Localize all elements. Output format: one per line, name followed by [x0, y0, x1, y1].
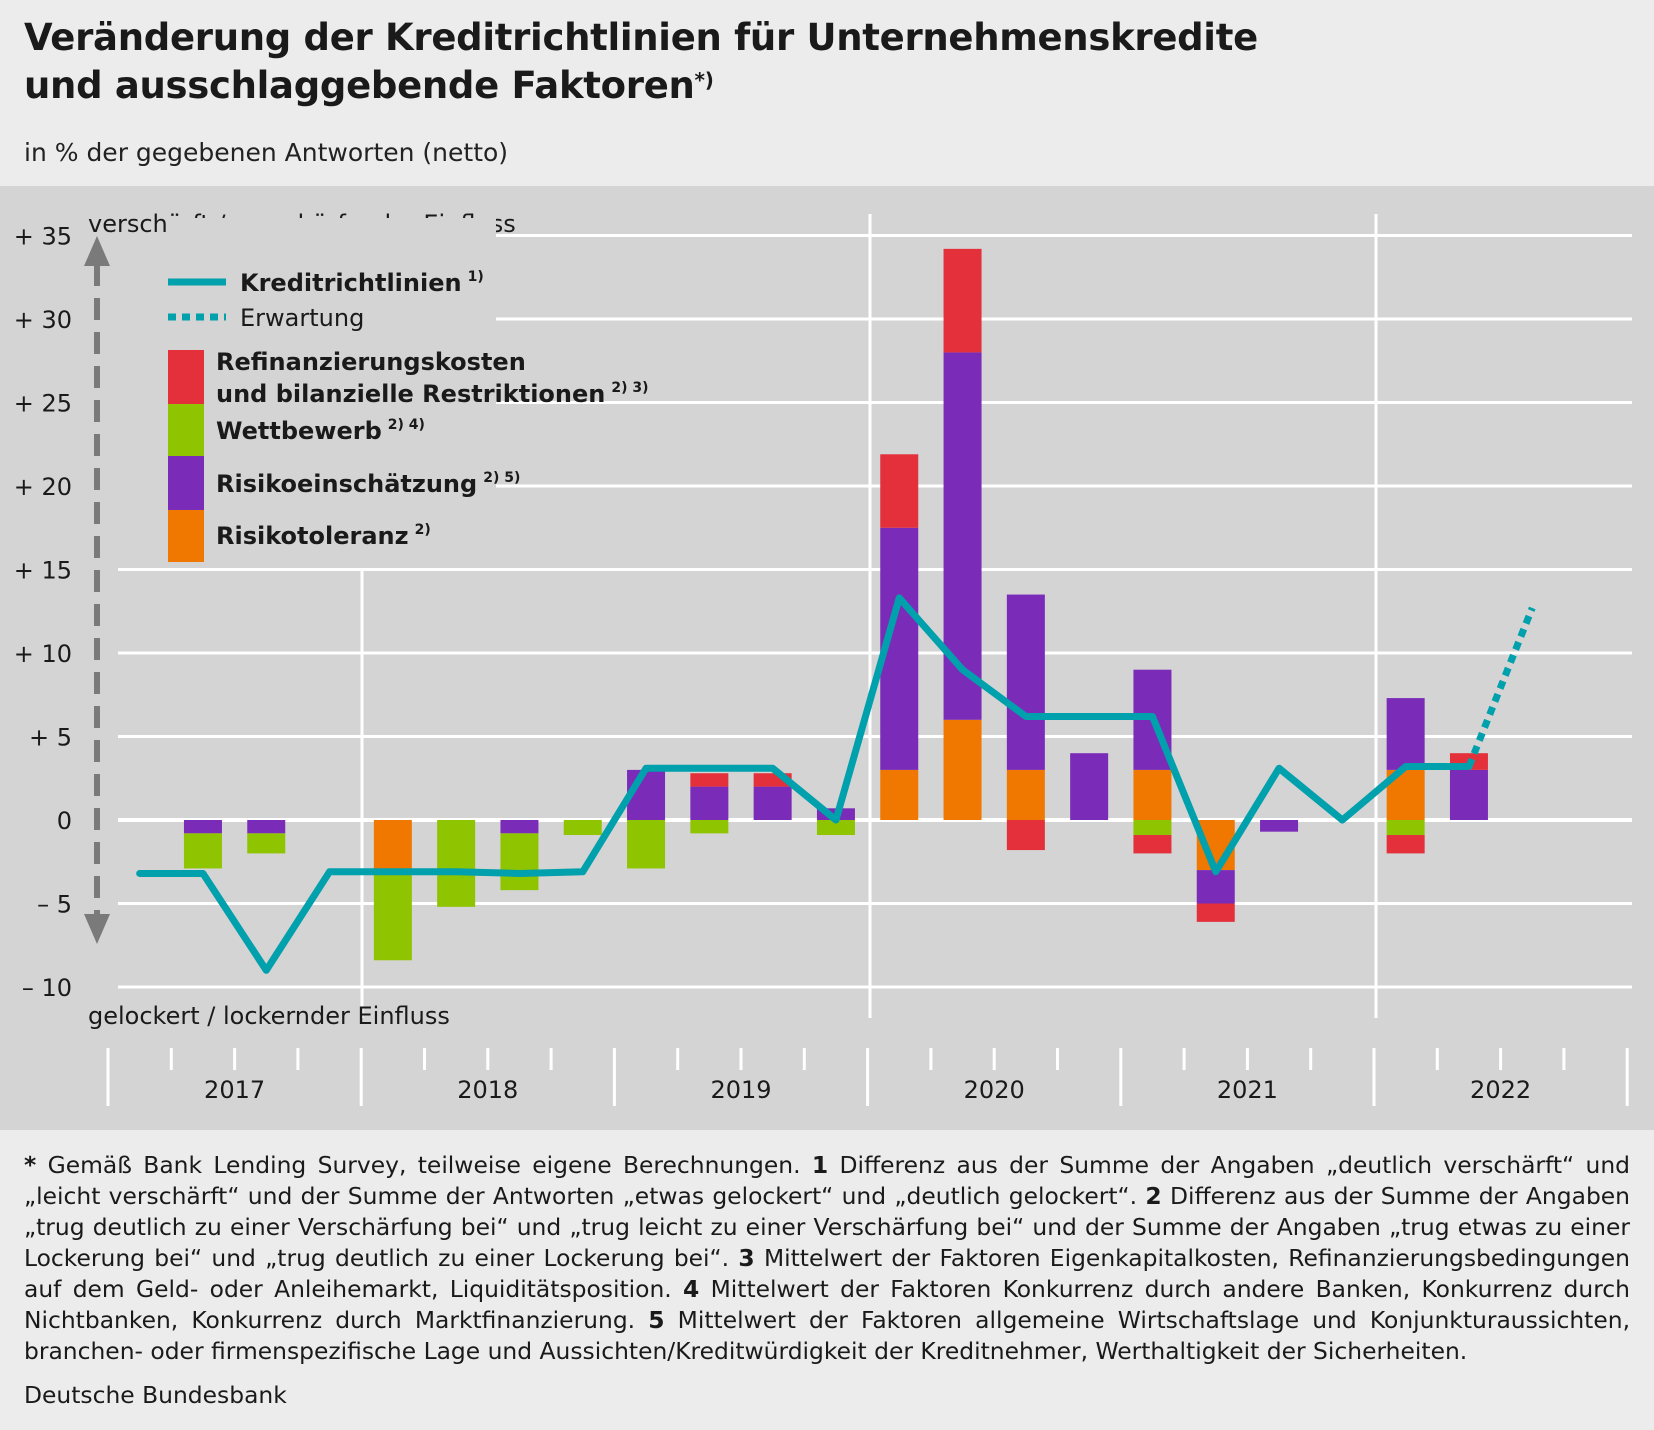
title-footnote-mark: *) [694, 68, 714, 92]
bar-refinanzierungskosten [1196, 903, 1235, 922]
year-label: 2019 [710, 1076, 771, 1104]
bar-risikoeinschätzung [690, 786, 729, 820]
title-line-1: Veränderung der Kreditrichtlinien für Un… [24, 16, 1258, 59]
footnote-5-text: Mittelwert der Faktoren allgemeine Wirts… [24, 1306, 1631, 1365]
y-tick-label: + 15 [14, 557, 72, 585]
axis-bottom-label: gelockert / lockernder Einfluss [88, 1002, 450, 1030]
bar-risikotoleranz [1006, 769, 1045, 820]
footnote-star: * [24, 1151, 37, 1179]
y-tick-label: + 5 [29, 724, 72, 752]
bar-risikoeinschätzung [753, 786, 792, 820]
y-tick-label: + 20 [14, 473, 72, 501]
axis-arrow-down [84, 914, 110, 944]
bar-refinanzierungskosten [690, 773, 729, 787]
bar-risikoeinschätzung [1386, 698, 1425, 770]
footnote-2-text: Differenz aus der Summe der Angaben „tru… [24, 1182, 1631, 1272]
bar-wettbewerb [816, 820, 855, 836]
legend-toleranz-swatch [168, 510, 204, 562]
y-tick-label: – 5 [37, 891, 72, 919]
bar-refinanzierungskosten [1133, 835, 1172, 854]
title-line-2: und ausschlaggebende Faktoren [24, 64, 695, 107]
legend-mask [166, 218, 496, 252]
bar-wettbewerb [690, 820, 729, 834]
bar-wettbewerb [627, 820, 666, 869]
bar-wettbewerb [1133, 820, 1172, 836]
bar-risikotoleranz [943, 719, 982, 820]
chart-area: + 35+ 30+ 25+ 20+ 15+ 10+ 50– 5– 10versc… [0, 186, 1654, 1130]
legend-kreditrichtlinien: Kreditrichtlinien 1) [240, 269, 484, 297]
year-label: 2022 [1470, 1076, 1531, 1104]
series-lines [136, 594, 1536, 974]
chart-subtitle: in % der gegebenen Antworten (netto) [24, 138, 509, 167]
plot-background [0, 186, 1654, 1130]
footnote-5-mark: 5 [648, 1306, 665, 1334]
year-label: 2021 [1217, 1076, 1278, 1104]
chart-title: Veränderung der Kreditrichtlinien für Un… [24, 14, 1258, 110]
bar-refinanzierungskosten [880, 454, 919, 528]
legend-risiko-swatch [168, 456, 204, 510]
y-tick-label: + 35 [14, 223, 72, 251]
kreditrichtlinien-line [136, 594, 1473, 974]
bar-risikoeinschätzung [183, 820, 222, 834]
year-label: 2017 [204, 1076, 265, 1104]
gridlines [118, 214, 1632, 1018]
footnote: * Gemäß Bank Lending Survey, teilweise e… [24, 1150, 1630, 1367]
legend-refi-swatch [168, 350, 204, 404]
axis-arrow-up [84, 236, 110, 266]
bar-wettbewerb [1386, 820, 1425, 836]
legend-erwartung: Erwartung [240, 304, 364, 332]
bar-risikoeinschätzung [247, 820, 286, 834]
bar-risikotoleranz [1133, 769, 1172, 820]
y-tick-label: – 10 [22, 974, 72, 1002]
y-tick-label: + 10 [14, 640, 72, 668]
bar-wettbewerb [437, 820, 476, 907]
bar-risikoeinschätzung [500, 820, 539, 834]
source-label: Deutsche Bundesbank [24, 1381, 287, 1409]
legend-risikotoleranz: Risikotoleranz 2) [216, 522, 431, 550]
y-tick-label: 0 [57, 807, 72, 835]
footnote-2-mark: 2 [1145, 1182, 1162, 1210]
bar-wettbewerb [563, 820, 602, 836]
bar-wettbewerb [183, 833, 222, 869]
bar-risikoeinschätzung [1070, 753, 1109, 820]
footnote-4-text: Mittelwert der Faktoren Konkurrenz durch… [24, 1275, 1630, 1334]
bar-risikotoleranz [373, 820, 412, 871]
footnote-4-mark: 4 [683, 1275, 700, 1303]
footnote-3-mark: 3 [738, 1244, 755, 1272]
legend: Kreditrichtlinien 1) Erwartung Refinanzieru… [166, 218, 649, 562]
bar-wettbewerb [247, 833, 286, 854]
legend-wettbewerb: Wettbewerb 2) 4) [216, 417, 425, 445]
bar-risikoeinschätzung [1196, 870, 1235, 904]
bar-refinanzierungskosten [943, 248, 982, 353]
bar-risikotoleranz [880, 769, 919, 820]
year-label: 2020 [964, 1076, 1025, 1104]
bar-risikoeinschätzung [1006, 594, 1045, 770]
legend-refi-line1: Refinanzierungskosten [216, 348, 526, 376]
bar-risikoeinschätzung [1449, 769, 1488, 820]
footnote-1-text: Differenz aus der Summe der Angaben „deu… [24, 1151, 1630, 1210]
x-axis: 2017 2018 2019 2020 2021 2022 [106, 1048, 1629, 1106]
legend-risikoeinschaetzung: Risikoeinschätzung 2) 5) [216, 470, 520, 498]
erwartung-line [1465, 606, 1536, 768]
bar-wettbewerb [373, 870, 412, 961]
footnote-1-mark: 1 [811, 1151, 829, 1179]
footnote-star-text: Gemäß Bank Lending Survey, teilweise eig… [36, 1151, 812, 1179]
legend-refi-line2: und bilanzielle Restriktionen 2) 3) [216, 380, 649, 408]
legend-wett-swatch [168, 404, 204, 456]
footnote-3-text: Mittelwert der Faktoren Eigenkapitalkost… [24, 1244, 1631, 1303]
year-label: 2018 [457, 1076, 518, 1104]
y-tick-label: + 30 [14, 306, 72, 334]
bar-risikoeinschätzung [1260, 820, 1299, 832]
bar-refinanzierungskosten [1006, 820, 1045, 851]
bar-wettbewerb [500, 833, 539, 891]
y-tick-label: + 25 [14, 390, 72, 418]
bar-refinanzierungskosten [1386, 835, 1425, 854]
